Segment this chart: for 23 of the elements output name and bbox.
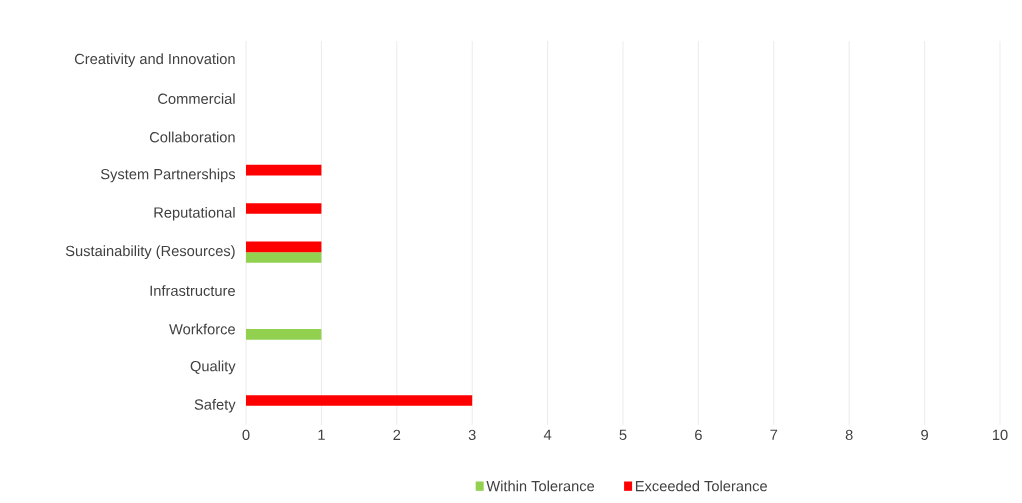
- x-tick-label: 6: [695, 429, 702, 441]
- x-tick-label: 8: [845, 429, 853, 441]
- y-tick-label: Reputational: [154, 206, 235, 221]
- x-tick-label: 2: [393, 429, 401, 440]
- x-tick-label: 7: [770, 429, 778, 440]
- y-tick-label: Creativity and Innovation: [74, 53, 235, 68]
- y-tick-label: Collaboration: [149, 131, 235, 143]
- x-tick-label: 0: [242, 429, 250, 441]
- y-tick-label: Quality: [190, 360, 236, 375]
- x-tick-label: 3: [468, 429, 476, 441]
- x-tick-label: 4: [543, 429, 552, 440]
- x-tick-label: 5: [619, 429, 627, 440]
- legend-label: Exceeded Tolerance: [635, 480, 767, 492]
- y-tick-label: Workforce: [169, 323, 235, 335]
- y-tick-label: Infrastructure: [150, 285, 235, 296]
- y-tick-label: Sustainability (Resources): [65, 245, 235, 260]
- x-tick-label: 1: [318, 429, 325, 440]
- x-tick-label: 9: [921, 429, 928, 441]
- x-tick-label: 10: [992, 429, 1008, 441]
- y-tick-label: System Partnerships: [100, 168, 236, 183]
- y-tick-label: Safety: [194, 398, 236, 413]
- legend-label: Within Tolerance: [486, 480, 595, 492]
- y-tick-label: Commercial: [158, 93, 235, 104]
